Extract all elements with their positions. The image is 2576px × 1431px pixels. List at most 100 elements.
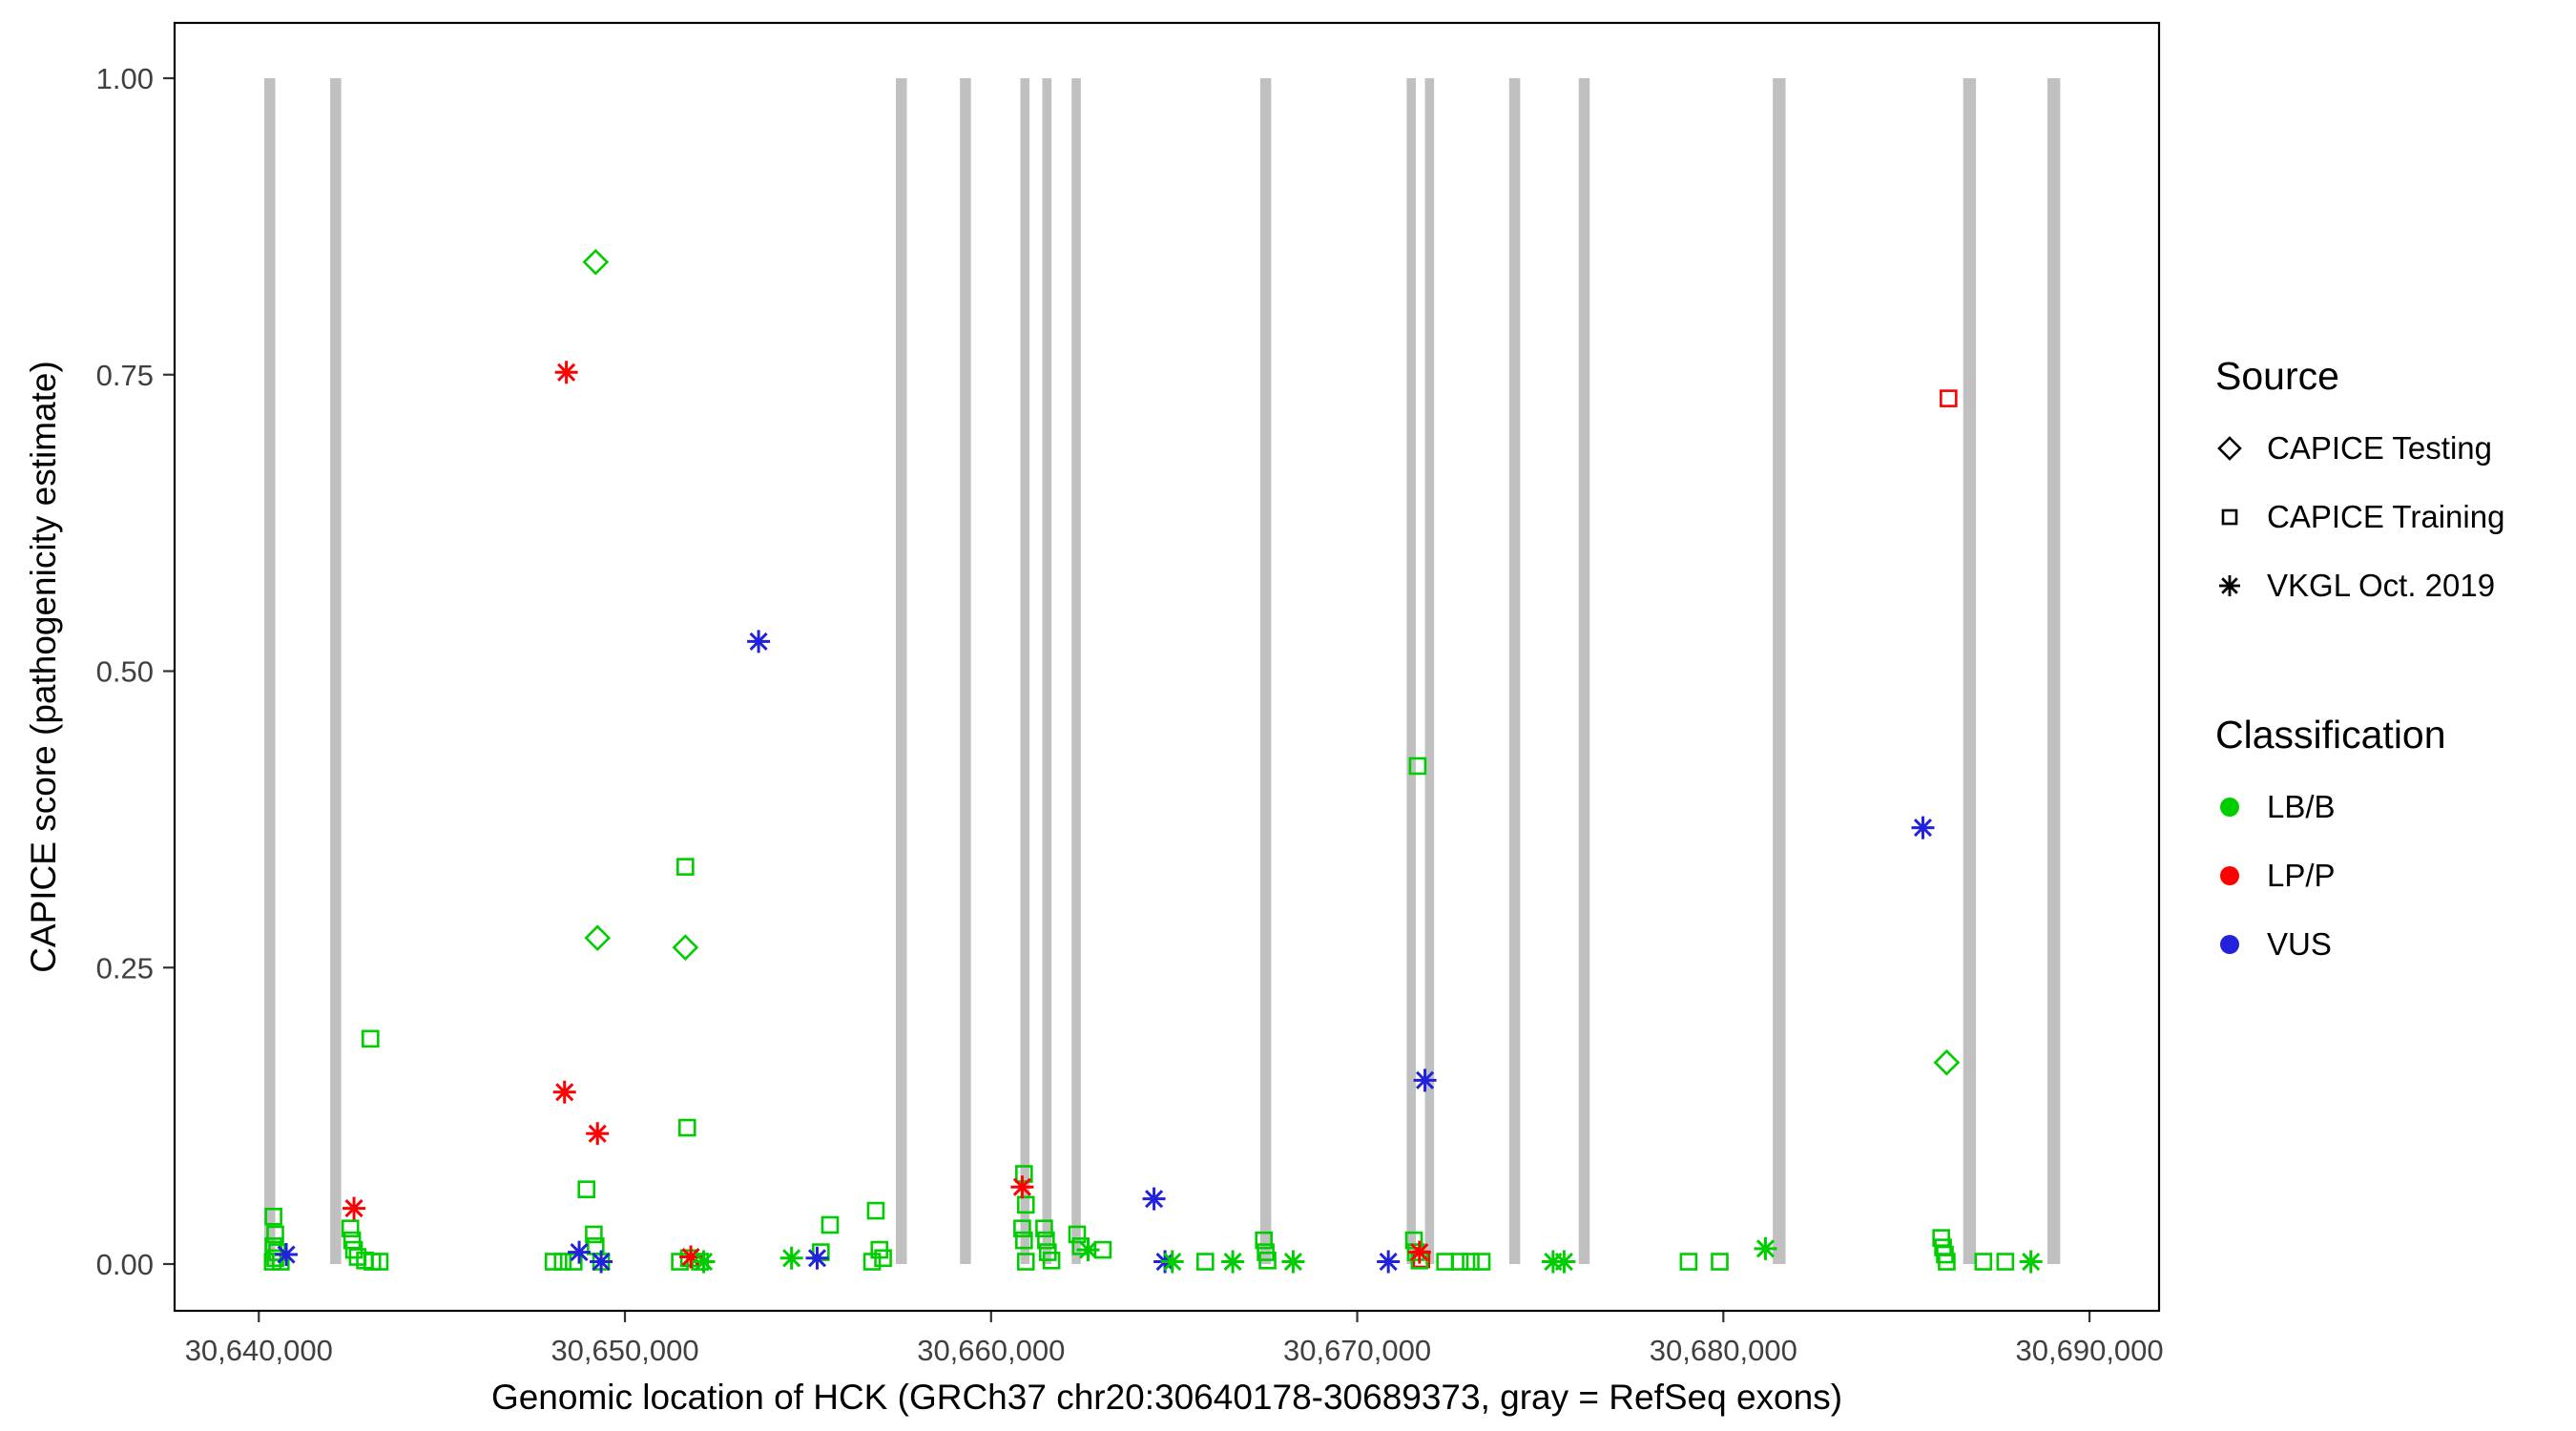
legend-item-label: CAPICE Testing xyxy=(2267,430,2492,466)
point-square xyxy=(1408,757,1427,776)
legend-spacer xyxy=(2215,620,2504,712)
point-square xyxy=(565,1253,583,1271)
point-square xyxy=(1016,1253,1035,1271)
point-square xyxy=(577,1180,596,1198)
point-asterisk xyxy=(1407,1240,1431,1264)
exon-bar xyxy=(1020,78,1030,1264)
y-tick-label: 0.75 xyxy=(96,359,154,392)
point-asterisk xyxy=(1221,1250,1245,1274)
diamond-icon xyxy=(2217,436,2242,461)
point-asterisk xyxy=(679,1245,703,1269)
y-tick-label: 0.00 xyxy=(96,1248,154,1281)
legend: Source CAPICE Testing CAPICE Training VK… xyxy=(2215,353,2504,979)
point-asterisk xyxy=(554,361,578,384)
point-square xyxy=(676,858,695,876)
point-asterisk xyxy=(1911,816,1935,840)
legend-source-title: Source xyxy=(2215,354,2339,398)
y-tick-label: 1.00 xyxy=(96,62,154,95)
legend-classification-title: Classification xyxy=(2215,713,2446,757)
point-square xyxy=(874,1249,892,1268)
legend-item-label: CAPICE Training xyxy=(2267,499,2505,534)
x-axis-title: Genomic location of HCK (GRCh37 chr20:30… xyxy=(490,1378,1843,1417)
x-tick-label: 30,660,000 xyxy=(917,1334,1065,1367)
point-square xyxy=(362,1029,380,1048)
point-square xyxy=(1013,1219,1031,1238)
panel-border xyxy=(173,21,2161,1313)
point-asterisk xyxy=(1010,1175,1034,1199)
exon-bar xyxy=(2046,78,2061,1264)
exon-bar xyxy=(1259,78,1272,1264)
point-square xyxy=(862,1253,882,1271)
point-asterisk xyxy=(747,630,771,653)
point-asterisk xyxy=(1754,1236,1777,1260)
legend-item-label: LB/B xyxy=(2267,789,2336,824)
point-square xyxy=(553,1253,572,1271)
x-tick-label: 30,650,000 xyxy=(551,1334,698,1367)
x-tick-label: 30,640,000 xyxy=(185,1334,333,1367)
exon-bar xyxy=(896,78,907,1264)
point-square xyxy=(1037,1231,1055,1250)
point-square xyxy=(677,1118,696,1137)
point-square xyxy=(1016,1195,1035,1214)
exon-bar xyxy=(1424,78,1435,1264)
point-square xyxy=(1035,1219,1053,1238)
point-square xyxy=(866,1201,885,1220)
y-axis-title: CAPICE score (pathogenicity estimate) xyxy=(24,361,63,973)
point-square xyxy=(1436,1253,1454,1271)
point-square xyxy=(1974,1253,1993,1271)
point-asterisk xyxy=(1377,1250,1401,1274)
point-asterisk xyxy=(779,1246,803,1270)
exon-bar xyxy=(264,78,276,1264)
point-square xyxy=(1255,1231,1273,1250)
legend-item-capice-testing: CAPICE Testing xyxy=(2215,414,2504,483)
point-diamond xyxy=(672,934,699,961)
exon-bar xyxy=(960,78,971,1264)
point-asterisk xyxy=(343,1196,366,1220)
point-square xyxy=(1938,1253,1956,1271)
point-square xyxy=(1472,1253,1491,1271)
point-asterisk xyxy=(590,1250,613,1274)
point-square xyxy=(1462,1253,1480,1271)
point-square xyxy=(1711,1253,1729,1271)
exon-bar xyxy=(1406,78,1416,1264)
point-square xyxy=(544,1253,563,1271)
point-square xyxy=(1996,1253,2015,1271)
y-tick-label: 0.25 xyxy=(96,951,154,985)
point-square xyxy=(1679,1253,1698,1271)
exon-bar xyxy=(1578,78,1590,1264)
point-asterisk xyxy=(1142,1187,1166,1211)
point-asterisk xyxy=(1076,1238,1100,1262)
point-diamond xyxy=(584,924,612,952)
point-square xyxy=(343,1231,362,1250)
lpp-dot-icon xyxy=(2220,866,2239,885)
point-asterisk xyxy=(586,1122,610,1146)
point-square xyxy=(821,1215,840,1234)
legend-item-capice-training: CAPICE Training xyxy=(2215,483,2504,551)
legend-item-vus: VUS xyxy=(2215,910,2504,979)
point-diamond xyxy=(1933,1048,1961,1076)
vus-dot-icon xyxy=(2220,935,2239,954)
exon-bar xyxy=(1963,78,1977,1264)
point-square xyxy=(1042,1251,1061,1270)
point-asterisk xyxy=(1413,1068,1437,1092)
point-square xyxy=(341,1219,360,1238)
exon-bar xyxy=(330,78,342,1264)
y-tick-label: 0.50 xyxy=(96,655,154,689)
point-square xyxy=(1450,1253,1469,1271)
point-square xyxy=(585,1225,603,1244)
exon-bar xyxy=(1042,78,1052,1264)
point-asterisk xyxy=(692,1250,716,1274)
point-square xyxy=(1015,1165,1033,1183)
point-asterisk xyxy=(1281,1250,1305,1274)
point-square xyxy=(1940,389,1958,407)
point-square xyxy=(264,1207,282,1226)
point-asterisk xyxy=(805,1246,829,1270)
point-asterisk xyxy=(2019,1250,2043,1274)
legend-item-vkgl: VKGL Oct. 2019 xyxy=(2215,551,2504,620)
exon-bar xyxy=(1071,78,1081,1264)
legend-item-label: VKGL Oct. 2019 xyxy=(2267,568,2496,603)
point-asterisk xyxy=(552,1080,576,1104)
asterisk-icon xyxy=(2219,575,2240,596)
